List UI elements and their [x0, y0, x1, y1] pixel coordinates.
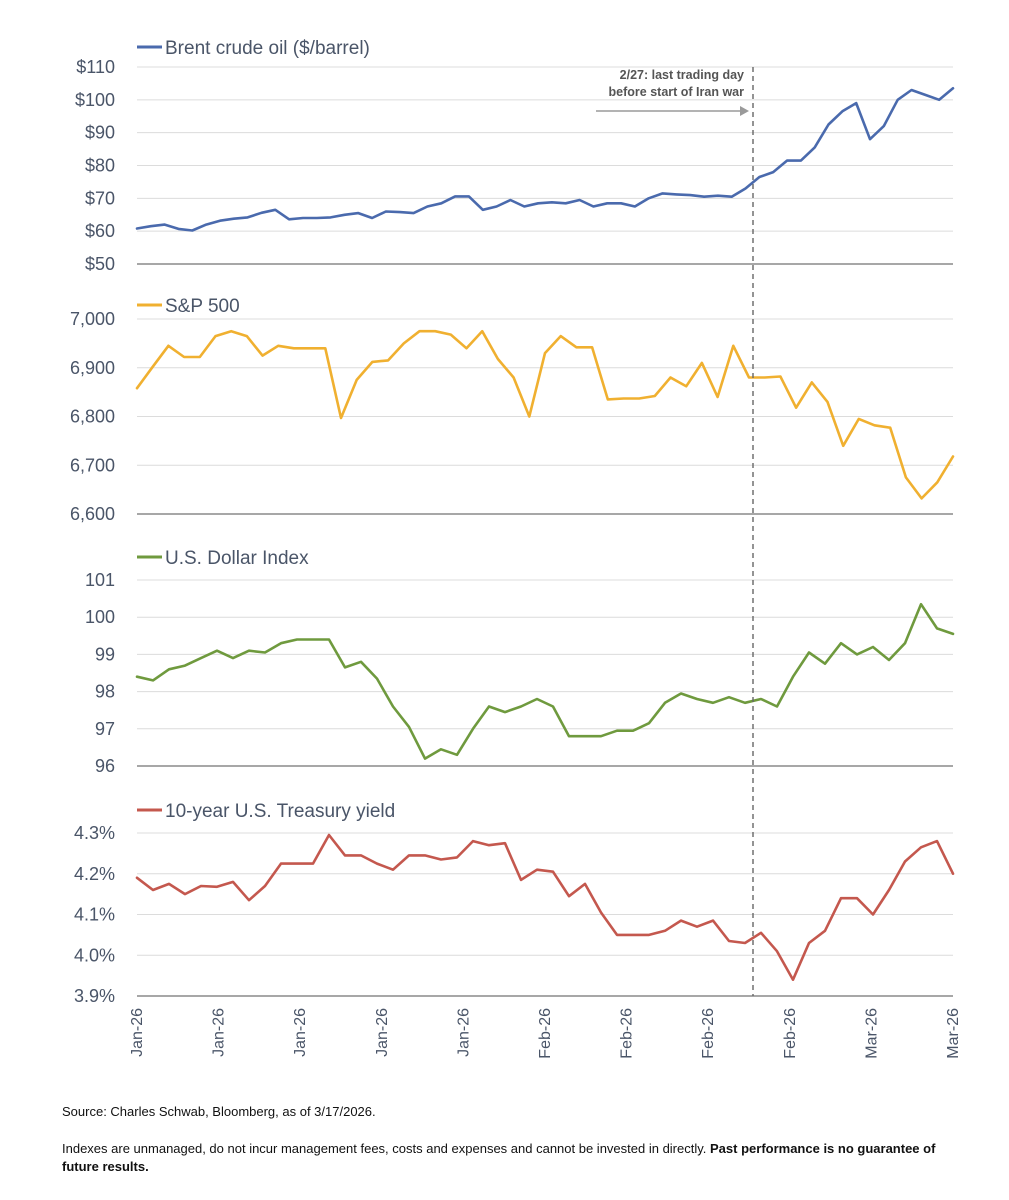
annotation-line-2: before start of Iran war — [609, 85, 745, 99]
x-tick-label: Jan-26 — [211, 1008, 228, 1057]
y-tick-label: 101 — [85, 570, 115, 590]
source-note: Source: Charles Schwab, Bloomberg, as of… — [62, 1104, 376, 1119]
legend-label: U.S. Dollar Index — [165, 548, 309, 569]
y-tick-label: $110 — [76, 57, 115, 77]
x-tick-label: Jan-26 — [374, 1008, 391, 1057]
y-tick-label: 6,600 — [70, 504, 115, 524]
panel-1: $50 $60 $70 $80 $90 $100 $110 Brent crude oil (… — [75, 38, 955, 274]
y-tick-label: 98 — [95, 682, 115, 702]
y-tick-label: 7,000 — [70, 309, 115, 329]
y-tick-label: 6,900 — [70, 358, 115, 378]
y-tick-label: $90 — [85, 123, 115, 143]
panel-4: 3.9% 4.0% 4.1% 4.2% 4.3% 10-year U.S. Treasur… — [74, 801, 955, 1006]
y-tick-label: $70 — [85, 188, 115, 208]
x-tick-label: Feb-26 — [782, 1008, 799, 1059]
event-annotation: 2/27: last trading day before start of Ir… — [596, 67, 754, 996]
series-line — [135, 833, 955, 982]
x-tick-label: Jan-26 — [455, 1008, 472, 1057]
legend-label: S&P 500 — [165, 296, 240, 317]
legend-label: Brent crude oil ($/barrel) — [165, 38, 370, 59]
series-line — [135, 329, 955, 500]
panel-2: 6,600 6,700 6,800 6,900 7,000 S&P 500 — [70, 296, 955, 524]
x-tick-label: Mar-26 — [863, 1008, 880, 1059]
x-tick-label: Jan-26 — [129, 1008, 146, 1057]
x-tick-label: Feb-26 — [619, 1008, 636, 1059]
series-line — [135, 602, 955, 760]
y-tick-label: 99 — [95, 644, 115, 664]
y-tick-label: 4.1% — [74, 905, 115, 925]
panel-3: 96 97 98 99 100 101 U.S. Dollar Index — [85, 548, 955, 776]
x-tick-label: Mar-26 — [945, 1008, 962, 1059]
y-tick-label: 6,800 — [70, 407, 115, 427]
legend-label: 10-year U.S. Treasury yield — [165, 801, 395, 822]
y-tick-label: 6,700 — [70, 455, 115, 475]
y-tick-label: $60 — [85, 221, 115, 241]
y-tick-label: 97 — [95, 719, 115, 739]
y-tick-label: 100 — [85, 607, 115, 627]
y-tick-label: $50 — [85, 254, 115, 274]
annotation-arrow-head — [740, 106, 749, 116]
y-tick-label: $80 — [85, 156, 115, 176]
x-tick-label: Feb-26 — [700, 1008, 717, 1059]
disclaimer-text: Indexes are unmanaged, do not incur mana… — [62, 1141, 711, 1156]
y-tick-label: 96 — [95, 756, 115, 776]
x-tick-label: Feb-26 — [537, 1008, 554, 1059]
y-tick-label: 4.0% — [74, 945, 115, 965]
y-tick-label: 4.3% — [74, 823, 115, 843]
annotation-line-1: 2/27: last trading day — [620, 68, 744, 82]
y-tick-label: $100 — [75, 90, 115, 110]
x-axis: Jan-26 Jan-26 Jan-26 Jan-26 Jan-26 Feb-26 Feb-… — [129, 1008, 962, 1059]
series-line — [135, 87, 955, 232]
y-tick-label: 4.2% — [74, 864, 115, 884]
x-tick-label: Jan-26 — [292, 1008, 309, 1057]
y-tick-label: 3.9% — [74, 986, 115, 1006]
disclaimer: Indexes are unmanaged, do not incur mana… — [62, 1140, 962, 1176]
disclaimer-bold: Past performance is no guarantee of futu… — [62, 1141, 936, 1174]
stacked-line-chart: $50 $60 $70 $80 $90 $100 $110 Brent crude oil (… — [70, 38, 962, 1059]
